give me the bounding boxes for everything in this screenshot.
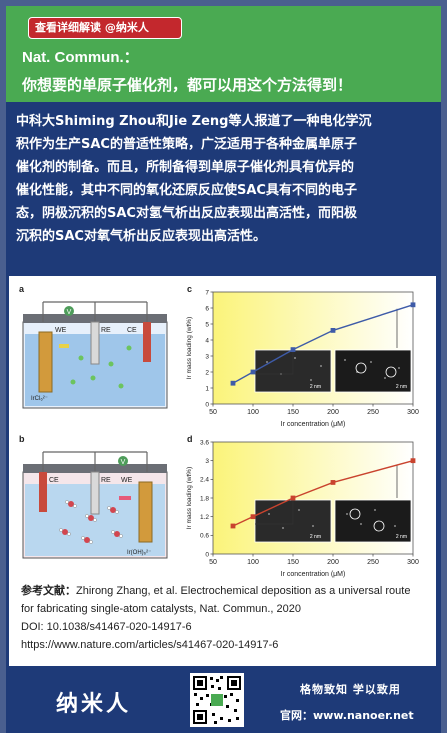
- panel-label-b: b: [19, 434, 25, 444]
- x-tick-label: 50: [209, 409, 217, 416]
- haadf-image-high: [334, 499, 412, 543]
- data-point: [230, 523, 236, 529]
- chart-c: 2 nm 2 nm 50 100 150 200 250 300 0 1 2 3 4 5 6 7 Ir co…: [186, 289, 419, 428]
- data-point: [290, 495, 296, 501]
- precursor-label: Ir(OH)₆²⁻: [127, 550, 151, 556]
- working-electrode-label: WE: [55, 327, 67, 334]
- y-tick-label: 1: [205, 385, 209, 392]
- x-tick-label: 100: [247, 559, 259, 566]
- data-point: [290, 347, 296, 352]
- x-tick-label: 200: [327, 559, 339, 566]
- reference-doi[interactable]: DOI: 10.1038/s41467-020-14917-6: [21, 621, 192, 633]
- reference-electrode-label: RE: [101, 327, 111, 334]
- chart-d: 2 nm 2 nm 50 100 150 200 250 300 0 0.6 1.2 1.8 2.4…: [186, 439, 419, 578]
- scale-bar-label: 2 nm: [310, 384, 321, 390]
- y-tick-label: 2: [205, 369, 209, 376]
- figure-image: a V WE RE CE: [15, 282, 430, 578]
- x-tick-label: 300: [407, 409, 419, 416]
- y-axis-label: Ir mass loading (wt%): [186, 317, 193, 380]
- y-tick-label: 3: [205, 458, 209, 465]
- summary-line: 积作为生产SAC的普适性策略，广泛适用于各种金属单原子: [16, 137, 357, 152]
- header-banner: 查看详细解读 @纳米人 Nat. Commun.： 你想要的单原子催化剂，都可以…: [6, 6, 441, 102]
- reference-label: 参考文献：: [21, 584, 76, 597]
- y-tick-label: 1.2: [200, 514, 209, 521]
- brand-name: 纳米人: [56, 692, 132, 717]
- summary-line: 催化剂的制备。而且，所制备得到单原子催化剂具有优异的: [16, 160, 355, 175]
- y-tick-label: 0.6: [200, 533, 209, 540]
- panel-label-d: d: [187, 434, 193, 444]
- x-axis-label: Ir concentration (μM): [281, 571, 346, 578]
- x-tick-label: 100: [247, 409, 259, 416]
- y-tick-label: 3.6: [200, 439, 209, 446]
- cell-diagram-a: V WE RE CE IrCl₆²⁻: [22, 301, 168, 409]
- reference-block: 参考文献：Zhirong Zhang, et al. Electrochemic…: [21, 582, 429, 654]
- qr-code-icon[interactable]: [190, 673, 244, 727]
- summary-line: 沉积的SAC对氧气析出反应表现出高活性。: [16, 229, 266, 244]
- summary-line: 态，阴极沉积的SAC对氢气析出反应表现出高活性，而阳极: [16, 206, 357, 221]
- data-point: [230, 380, 236, 386]
- data-point: [410, 458, 416, 464]
- x-tick-label: 250: [367, 409, 379, 416]
- x-tick-label: 300: [407, 559, 419, 566]
- data-point: [330, 480, 336, 485]
- voltmeter-label: V: [67, 309, 72, 316]
- scale-bar-label: 2 nm: [396, 534, 407, 540]
- haadf-image-high: [334, 349, 412, 393]
- counter-electrode-label: CE: [127, 327, 137, 334]
- x-tick-label: 150: [287, 409, 299, 416]
- reference-electrode-label: RE: [101, 477, 111, 484]
- cell-diagram-b: V CE RE WE: [22, 451, 168, 559]
- y-tick-label: 5: [205, 321, 209, 328]
- y-axis-label: Ir mass loading (wt%): [186, 467, 193, 530]
- slogan: 格物致知 学以致用: [300, 683, 401, 696]
- panel-label-a: a: [19, 284, 25, 294]
- x-tick-label: 150: [287, 559, 299, 566]
- read-details-button[interactable]: 查看详细解读 @纳米人: [28, 17, 182, 39]
- reference-url[interactable]: https://www.nature.com/articles/s41467-0…: [21, 639, 279, 651]
- connector-line: [255, 498, 294, 525]
- summary-line: 中科大Shiming Zhou和Jie Zeng等人报道了一种电化学沉: [16, 114, 372, 129]
- scale-bar-label: 2 nm: [396, 384, 407, 390]
- reference-citation-1: Zhirong Zhang, et al. Electrochemical de…: [76, 585, 411, 597]
- footer-bar: 纳米人 格物致知 学以致用 官网：www.nanoer.net: [0, 669, 447, 733]
- y-tick-label: 0: [205, 401, 209, 408]
- figure-panel: a V WE RE CE: [9, 276, 436, 666]
- headline: 你想要的单原子催化剂，都可以用这个方法得到！: [22, 76, 353, 94]
- summary-line: 催化性能，其中不同的氧化还原反应使SAC具有不同的电子: [16, 183, 357, 198]
- scale-bar-label: 2 nm: [310, 534, 321, 540]
- y-tick-label: 4: [205, 337, 209, 344]
- y-tick-label: 6: [205, 305, 209, 312]
- precursor-label: IrCl₆²⁻: [31, 396, 48, 402]
- data-point: [250, 369, 256, 375]
- y-tick-label: 3: [205, 353, 209, 360]
- journal-name: Nat. Commun.：: [22, 49, 139, 66]
- connector-line: [255, 349, 294, 375]
- panel-label-c: c: [187, 284, 193, 294]
- counter-electrode-label: CE: [49, 477, 59, 484]
- summary-paragraph: 中科大Shiming Zhou和Jie Zeng等人报道了一种电化学沉 积作为生…: [16, 110, 436, 248]
- reference-line: 参考文献：Zhirong Zhang, et al. Electrochemic…: [21, 582, 429, 600]
- reference-citation-2: for fabricating single-atom catalysts, N…: [21, 603, 302, 615]
- data-point: [250, 514, 256, 520]
- x-tick-label: 250: [367, 559, 379, 566]
- data-point: [410, 302, 416, 308]
- x-axis-label: Ir concentration (μM): [281, 421, 346, 428]
- data-point: [330, 328, 336, 333]
- y-tick-label: 0: [205, 551, 209, 558]
- x-tick-label: 200: [327, 409, 339, 416]
- y-tick-label: 7: [205, 289, 209, 296]
- voltmeter-label: V: [121, 459, 126, 466]
- y-tick-label: 1.8: [200, 495, 209, 502]
- working-electrode-label: WE: [121, 477, 133, 484]
- website-link[interactable]: 官网：www.nanoer.net: [280, 709, 414, 722]
- y-tick-label: 2.4: [200, 477, 209, 484]
- x-tick-label: 50: [209, 559, 217, 566]
